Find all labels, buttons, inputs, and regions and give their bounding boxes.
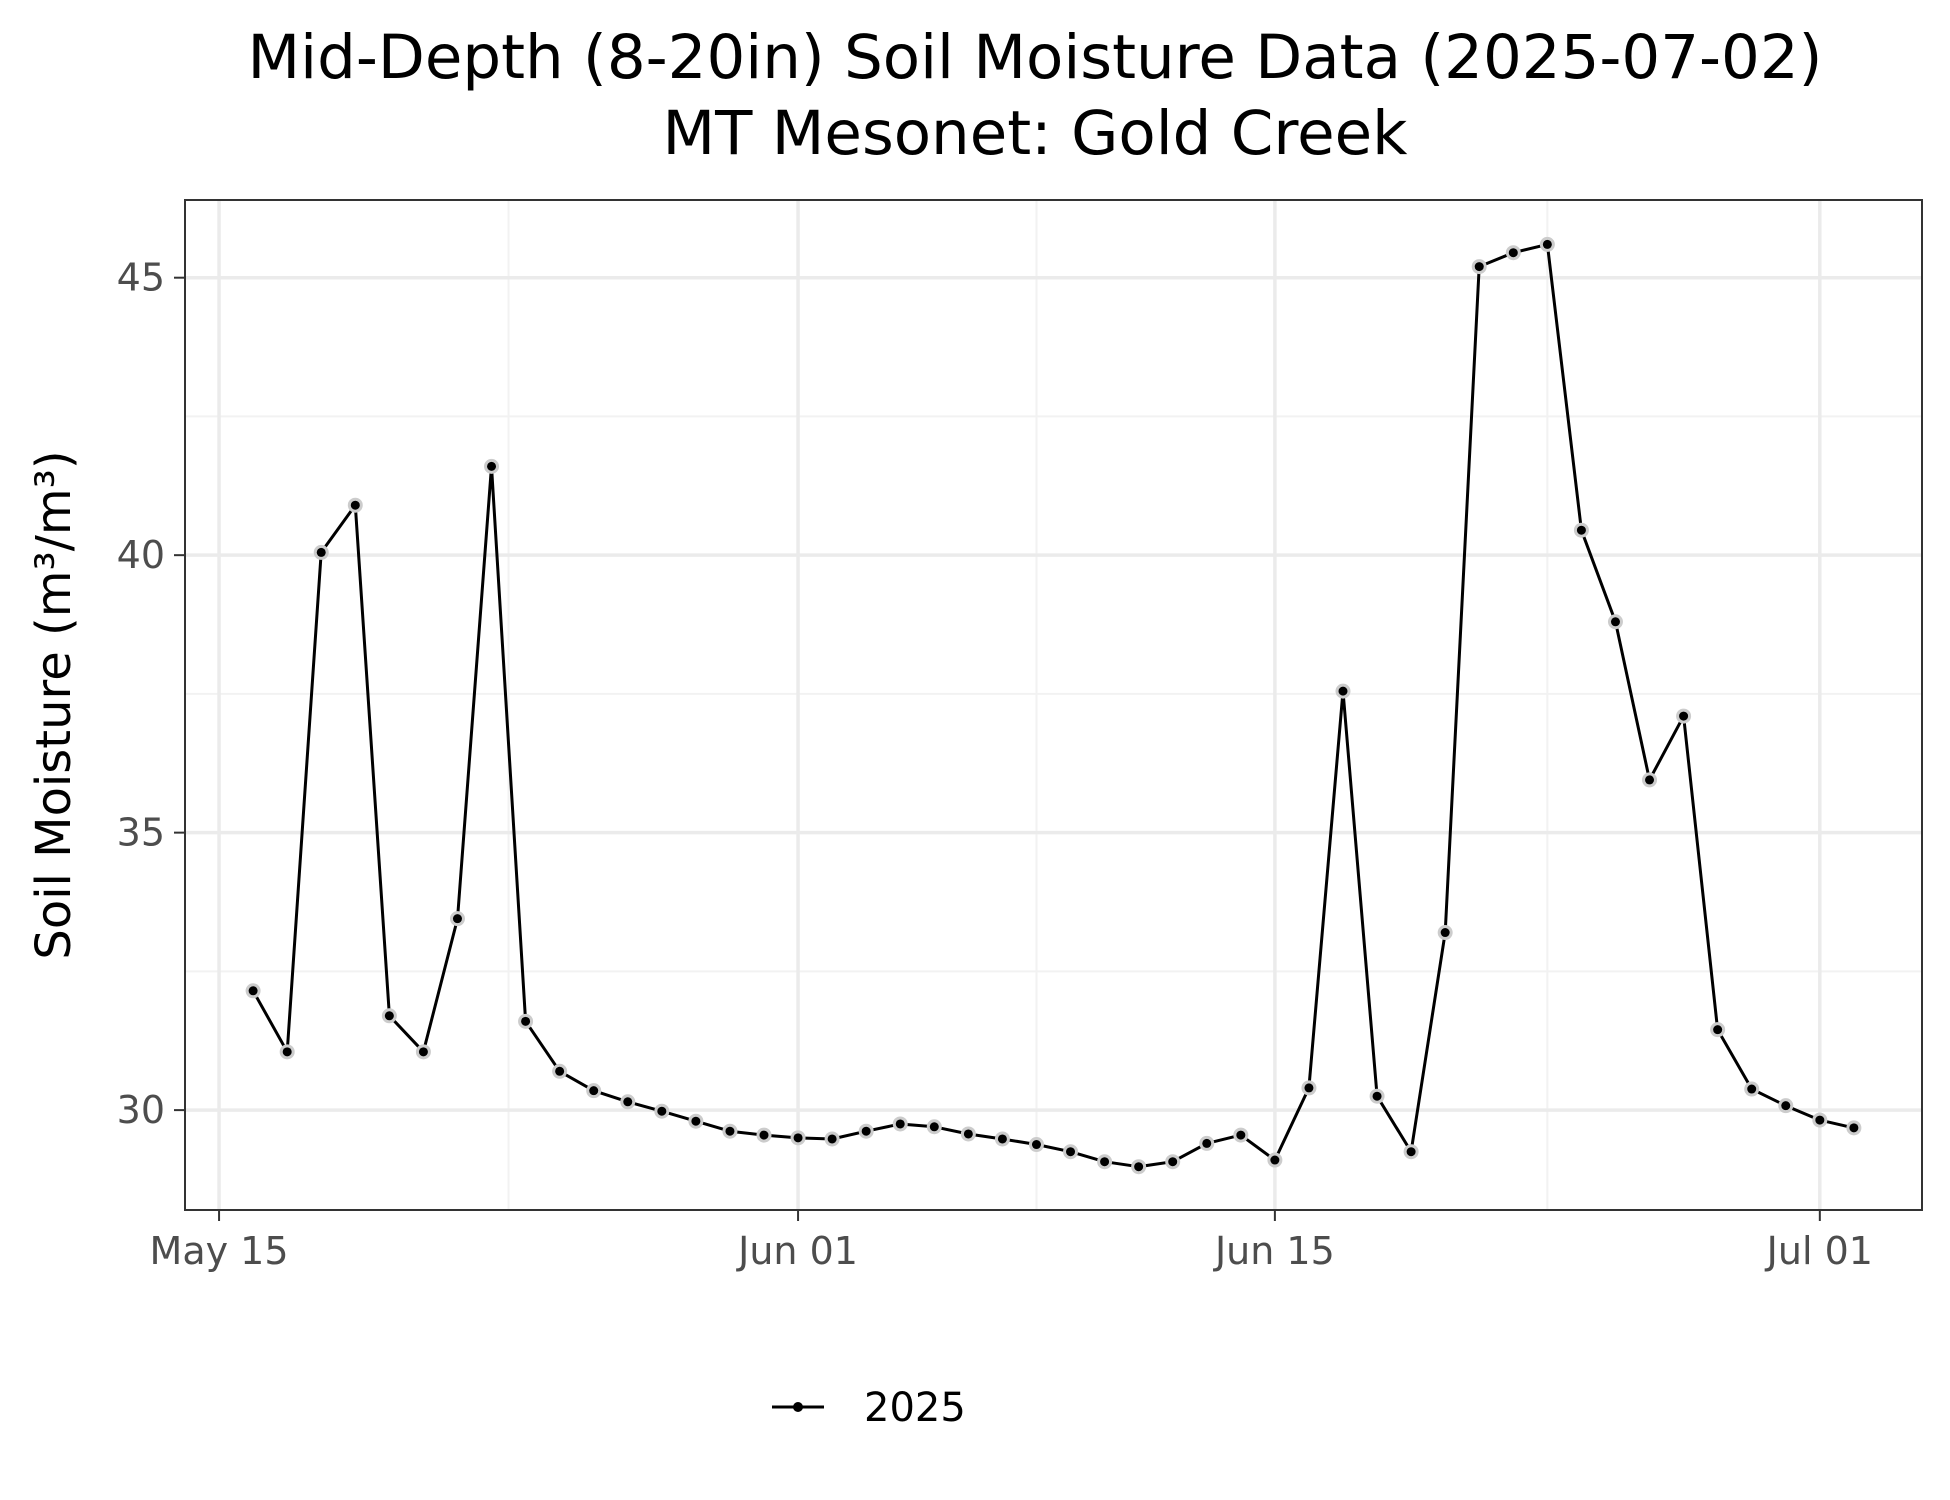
data-point — [316, 547, 326, 557]
chart-title: Mid-Depth (8-20in) Soil Moisture Data (2… — [248, 22, 1823, 93]
data-point — [1849, 1123, 1859, 1133]
data-point — [589, 1086, 599, 1096]
data-point — [1372, 1091, 1382, 1101]
series-layer — [245, 236, 1862, 1175]
data-point — [350, 500, 360, 510]
data-point — [1781, 1101, 1791, 1111]
data-point — [1406, 1147, 1416, 1157]
data-point — [1236, 1130, 1246, 1140]
y-axis-label: Soil Moisture (m³/m³) — [26, 450, 82, 959]
data-point — [725, 1126, 735, 1136]
data-point — [1031, 1140, 1041, 1150]
series-line-2025 — [251, 242, 1855, 1169]
data-point — [1576, 525, 1586, 535]
data-point — [895, 1119, 905, 1129]
data-point — [1610, 617, 1620, 627]
data-point — [1270, 1155, 1280, 1165]
data-point — [1338, 686, 1348, 696]
data-point — [963, 1129, 973, 1139]
legend: 2025 — [772, 1385, 966, 1431]
data-point — [248, 986, 258, 996]
data-point — [282, 1047, 292, 1057]
data-point — [929, 1122, 939, 1132]
x-tick-label: Jul 01 — [1765, 1229, 1873, 1273]
axes: May 15 Jun 01 Jun 15 Jul 01 30 35 40 45 — [117, 256, 1873, 1273]
data-point — [623, 1097, 633, 1107]
data-point — [1679, 711, 1689, 721]
x-tick-label: Jun 15 — [1213, 1229, 1335, 1273]
data-point — [1713, 1025, 1723, 1035]
chart-subtitle: MT Mesonet: Gold Creek — [663, 98, 1409, 169]
data-point — [452, 914, 462, 924]
data-point — [521, 1016, 531, 1026]
data-point — [1134, 1162, 1144, 1172]
grid-lines — [185, 200, 1922, 1210]
y-tick-label: 35 — [117, 811, 165, 855]
data-point — [1508, 248, 1518, 258]
data-point — [1474, 262, 1484, 272]
x-tick-label: May 15 — [150, 1229, 289, 1273]
legend-point-2025 — [793, 1402, 803, 1412]
data-point — [1202, 1138, 1212, 1148]
data-point — [1747, 1084, 1757, 1094]
data-point — [691, 1116, 701, 1126]
data-point — [997, 1134, 1007, 1144]
data-point — [384, 1011, 394, 1021]
data-point — [657, 1106, 667, 1116]
data-point — [1815, 1115, 1825, 1125]
data-point — [1304, 1083, 1314, 1093]
data-point — [1168, 1157, 1178, 1167]
data-point — [1440, 928, 1450, 938]
data-point — [487, 461, 497, 471]
data-point — [1542, 239, 1552, 249]
data-point — [1066, 1147, 1076, 1157]
y-tick-label: 30 — [117, 1088, 165, 1132]
y-tick-label: 40 — [117, 533, 165, 577]
data-point — [555, 1066, 565, 1076]
legend-label-2025: 2025 — [864, 1385, 966, 1431]
plot-panel-border — [184, 199, 1923, 1211]
data-point — [759, 1130, 769, 1140]
data-point — [418, 1047, 428, 1057]
data-point — [861, 1126, 871, 1136]
data-point — [827, 1134, 837, 1144]
data-point — [793, 1133, 803, 1143]
data-point — [1100, 1157, 1110, 1167]
x-tick-label: Jun 01 — [736, 1229, 858, 1273]
data-point — [1645, 775, 1655, 785]
y-tick-label: 45 — [117, 256, 165, 300]
